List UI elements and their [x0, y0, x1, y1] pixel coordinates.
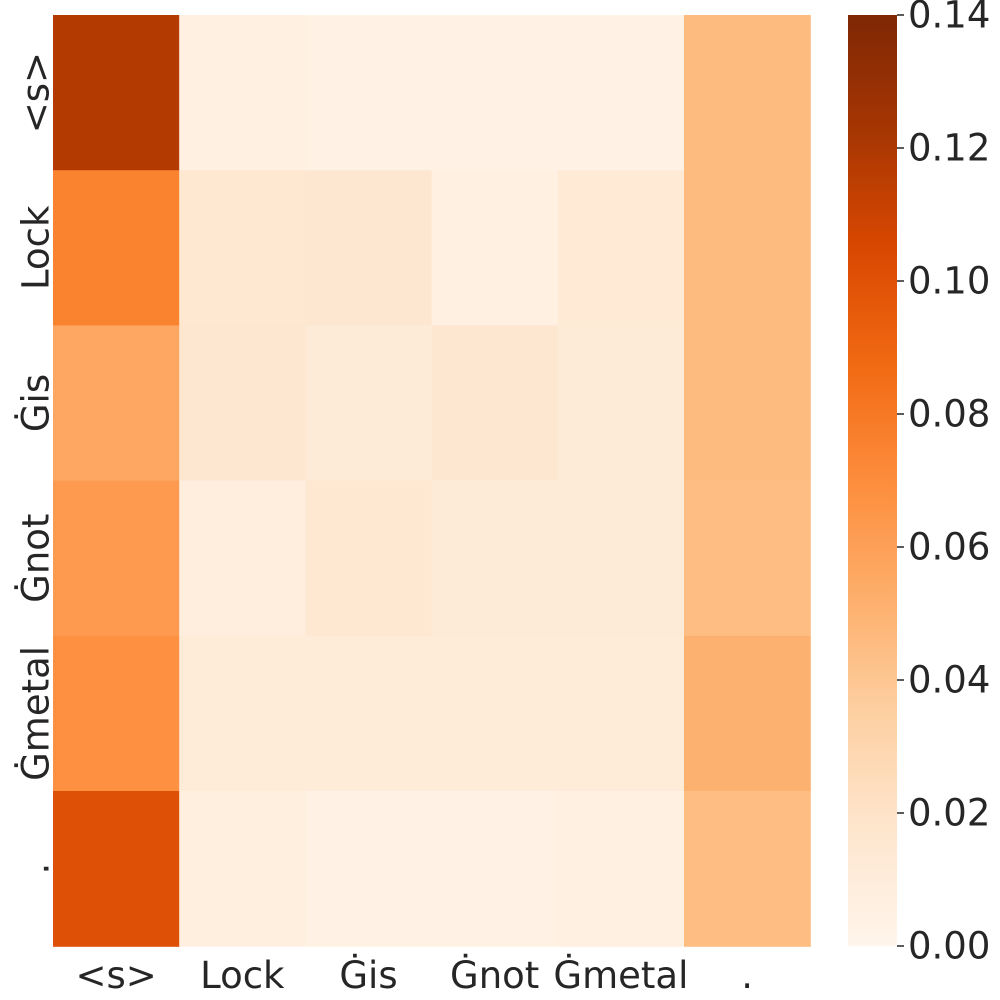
heatmap-cell-r1-c2	[305, 170, 433, 326]
heatmap-cells	[53, 15, 811, 947]
colorbar	[848, 15, 897, 946]
colorbar-tick-label: 0.00	[908, 925, 990, 968]
y-tick-label: Ġis	[15, 374, 58, 432]
heatmap-cell-r2-c1	[179, 325, 306, 482]
colorbar-tick-label: 0.10	[908, 260, 990, 303]
heatmap-cell-r4-c4	[557, 635, 685, 792]
heatmap-cell-r0-c2	[305, 15, 433, 171]
x-tick-label: Ġnot	[450, 954, 539, 997]
y-tick-labels: <s> Lock Ġis Ġnot Ġmetal.	[15, 52, 58, 875]
heatmap-cell-r1-c3	[431, 170, 559, 326]
heatmap-cell-r5-c3	[431, 791, 559, 947]
y-tick-label: Ġmetal	[15, 646, 58, 781]
y-tick-label: <s>	[15, 52, 58, 133]
heatmap-cell-r4-c1	[179, 635, 306, 792]
heatmap-cell-r4-c5	[684, 635, 811, 792]
heatmap-cell-r1-c5	[684, 170, 811, 326]
colorbar-tick-label: 0.14	[908, 0, 990, 37]
heatmap-cell-r3-c2	[305, 480, 433, 637]
colorbar-ticks: 0.00 0.02 0.04 0.06 0.08 0.10 0.12 0.14	[897, 0, 990, 968]
heatmap-cell-r2-c2	[305, 325, 433, 482]
heatmap-cell-r0-c1	[179, 15, 306, 171]
colorbar-tick-label: 0.02	[908, 792, 990, 835]
heatmap-cell-r1-c0	[53, 170, 180, 326]
heatmap-cell-r0-c4	[557, 15, 685, 171]
y-tick-label: .	[15, 863, 58, 875]
heatmap-cell-r2-c5	[684, 325, 811, 482]
heatmap-cell-r3-c4	[557, 480, 685, 637]
x-tick-label: Ġmetal	[553, 954, 688, 997]
heatmap-cell-r0-c3	[431, 15, 559, 171]
x-tick-labels: <s> Lock Ġis Ġnot Ġmetal.	[75, 954, 753, 997]
heatmap-cell-r3-c1	[179, 480, 306, 637]
x-tick-label: Ġis	[339, 954, 397, 997]
heatmap-cell-r3-c5	[684, 480, 811, 637]
heatmap-cell-r2-c4	[557, 325, 685, 482]
heatmap-cell-r4-c0	[53, 635, 180, 792]
heatmap-cell-r3-c0	[53, 480, 180, 637]
heatmap-cell-r0-c0	[53, 15, 180, 171]
heatmap-cell-r5-c5	[684, 791, 811, 947]
heatmap-cell-r4-c3	[431, 635, 559, 792]
heatmap-cell-r4-c2	[305, 635, 433, 792]
heatmap-cell-r3-c3	[431, 480, 559, 637]
heatmap-cell-r1-c4	[557, 170, 685, 326]
colorbar-tick-label: 0.12	[908, 127, 990, 170]
heatmap-cell-r2-c3	[431, 325, 559, 482]
x-tick-label: Lock	[200, 954, 285, 997]
colorbar-tick-label: 0.04	[908, 659, 990, 702]
y-tick-label: Ġnot	[15, 514, 58, 603]
heatmap-cell-r2-c0	[53, 325, 180, 482]
colorbar-tick-label: 0.06	[908, 526, 990, 569]
heatmap-cell-r5-c1	[179, 791, 306, 947]
heatmap-cell-r5-c4	[557, 791, 685, 947]
colorbar-tick-label: 0.08	[908, 393, 990, 436]
y-tick-label: Lock	[15, 205, 58, 290]
x-tick-label: <s>	[75, 954, 156, 997]
x-tick-label: .	[741, 954, 753, 997]
heatmap-cell-r5-c0	[53, 791, 180, 947]
heatmap-cell-r1-c1	[179, 170, 306, 326]
heatmap-cell-r0-c5	[684, 15, 811, 171]
heatmap-cell-r5-c2	[305, 791, 433, 947]
